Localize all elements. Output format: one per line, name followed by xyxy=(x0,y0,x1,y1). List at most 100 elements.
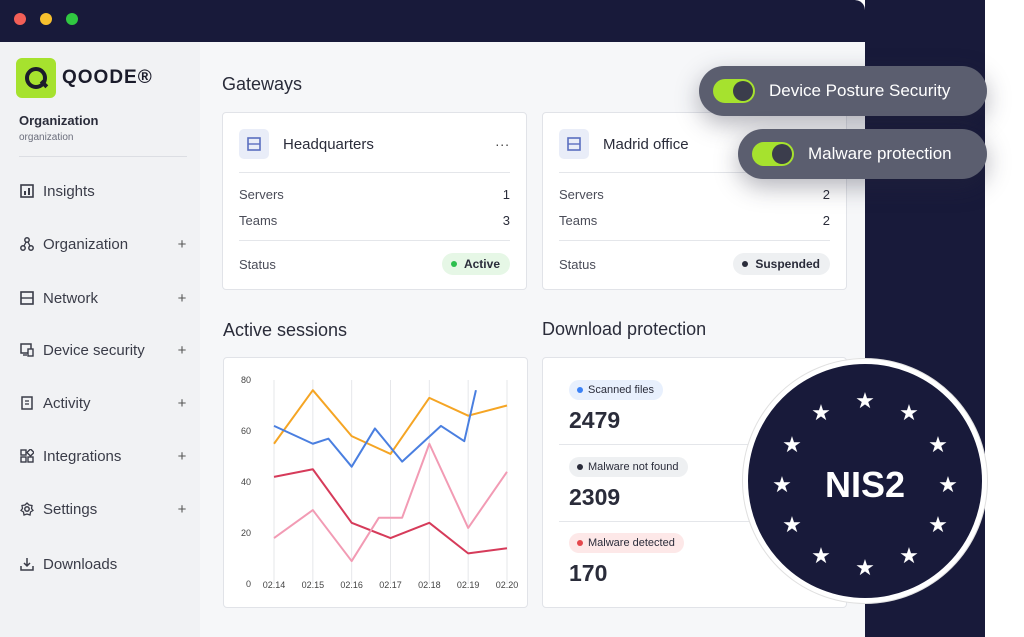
star-icon: ★ xyxy=(811,400,831,425)
expand-icon[interactable]: + xyxy=(177,394,187,412)
sidebar-item-settings[interactable]: Settings + xyxy=(19,496,189,522)
sidebar-item-label: Downloads xyxy=(43,555,118,573)
y-tick-label: 60 xyxy=(241,426,251,436)
star-icon: ★ xyxy=(811,543,831,568)
expand-icon[interactable]: + xyxy=(177,341,187,359)
q-logo-icon[interactable] xyxy=(16,58,56,98)
x-tick-label: 02.14 xyxy=(263,580,286,590)
toggle-switch[interactable] xyxy=(752,142,794,166)
toggle-malware-protection[interactable]: Malware protection xyxy=(738,129,987,179)
more-options-button[interactable]: ... xyxy=(495,133,510,149)
expand-icon[interactable]: + xyxy=(177,500,187,518)
y-tick-label: 80 xyxy=(241,375,251,385)
toggle-label: Malware protection xyxy=(808,144,952,163)
series-line-0 xyxy=(273,389,508,455)
nis2-badge: NIS2 ★ ★ ★ ★ ★ ★ ★ ★ ★ ★ ★ ★ xyxy=(743,359,987,603)
server-icon xyxy=(19,290,35,306)
divider xyxy=(239,240,510,241)
star-icon: ★ xyxy=(928,432,948,457)
servers-label: Servers xyxy=(239,187,284,202)
star-icon: ★ xyxy=(938,472,958,497)
teams-label: Teams xyxy=(239,213,278,228)
server-icon xyxy=(559,129,589,159)
document-icon xyxy=(19,395,35,411)
nis2-label: NIS2 xyxy=(824,464,906,505)
star-icon: ★ xyxy=(899,400,919,425)
sidebar-item-activity[interactable]: Activity + xyxy=(19,390,189,416)
backdrop-edge xyxy=(985,0,1024,637)
teams-count: 3 xyxy=(502,213,510,228)
divider xyxy=(559,521,830,522)
status-label: Status xyxy=(239,257,276,272)
teams-label: Teams xyxy=(559,213,598,228)
teams-count: 2 xyxy=(822,213,830,228)
section-title-sessions: Active sessions xyxy=(223,320,348,340)
malware-detected-badge: Malware detected xyxy=(569,533,684,553)
series-line-1 xyxy=(273,389,477,468)
sidebar-item-integrations[interactable]: Integrations + xyxy=(19,443,189,469)
sidebar-item-network[interactable]: Network + xyxy=(19,285,189,311)
chart-icon xyxy=(19,183,35,199)
sidebar-item-label: Integrations xyxy=(43,447,122,465)
divider xyxy=(239,172,510,173)
sidebar-item-label: Device security xyxy=(43,341,145,359)
status-label: Status xyxy=(559,257,596,272)
toggle-label: Device Posture Security xyxy=(769,81,951,100)
minimize-window-button[interactable] xyxy=(40,13,52,25)
star-icon: ★ xyxy=(928,512,948,537)
star-icon: ★ xyxy=(782,432,802,457)
servers-count: 1 xyxy=(502,187,510,202)
sidebar-item-insights[interactable]: Insights xyxy=(19,178,189,204)
y-tick-label: 0 xyxy=(246,579,251,589)
expand-icon[interactable]: + xyxy=(177,235,187,253)
gateway-card-headquarters[interactable]: Headquarters ... Servers 1 Teams 3 Statu… xyxy=(222,112,527,290)
x-tick-label: 02.17 xyxy=(379,580,402,590)
org-subtitle: organization xyxy=(19,132,74,143)
status-badge: Suspended xyxy=(733,253,830,275)
sidebar-item-label: Insights xyxy=(43,182,95,200)
sidebar-item-downloads[interactable]: Downloads xyxy=(19,551,189,577)
star-icon: ★ xyxy=(899,543,919,568)
server-icon xyxy=(239,129,269,159)
y-tick-label: 40 xyxy=(241,477,251,487)
nodes-icon xyxy=(19,236,35,252)
gateway-name: Madrid office xyxy=(603,136,689,153)
scanned-files-badge: Scanned files xyxy=(569,380,664,400)
gear-icon xyxy=(19,501,35,517)
x-tick-label: 02.18 xyxy=(418,580,441,590)
star-icon: ★ xyxy=(855,555,875,580)
malware-detected-count: 170 xyxy=(569,560,608,586)
active-sessions-chart: 02.14 02.15 02.16 02.17 02.18 02.19 02.20 0 20 40… xyxy=(241,375,519,590)
section-title-download: Download protection xyxy=(542,319,707,339)
maximize-window-button[interactable] xyxy=(66,13,78,25)
y-tick-label: 20 xyxy=(241,528,251,538)
servers-count: 2 xyxy=(822,187,830,202)
titlebar xyxy=(0,0,865,42)
active-sessions-chart-card: 02.14 02.15 02.16 02.17 02.18 02.19 02.20 0 20 40… xyxy=(223,357,528,608)
sidebar: QOODE® Organization organization Insight… xyxy=(0,42,200,637)
star-icon: ★ xyxy=(855,388,875,413)
star-icon: ★ xyxy=(772,472,792,497)
org-name[interactable]: Organization xyxy=(19,113,99,128)
divider xyxy=(559,240,830,241)
sidebar-divider xyxy=(19,156,187,157)
star-icon: ★ xyxy=(782,512,802,537)
brand-name: QOODE® xyxy=(62,67,153,88)
toggle-device-posture[interactable]: Device Posture Security xyxy=(699,66,987,116)
toggle-switch[interactable] xyxy=(713,79,755,103)
download-icon xyxy=(19,556,35,572)
malware-not-found-count: 2309 xyxy=(569,484,621,510)
divider xyxy=(559,444,830,445)
section-title-gateways: Gateways xyxy=(222,74,303,94)
series-line-2 xyxy=(273,468,508,555)
x-tick-label: 02.20 xyxy=(496,580,519,590)
expand-icon[interactable]: + xyxy=(177,289,187,307)
close-window-button[interactable] xyxy=(14,13,26,25)
sidebar-item-device-security[interactable]: Device security + xyxy=(19,337,189,363)
expand-icon[interactable]: + xyxy=(177,447,187,465)
gateway-name: Headquarters xyxy=(283,136,374,153)
device-icon xyxy=(19,342,35,358)
sidebar-item-organization[interactable]: Organization + xyxy=(19,231,189,257)
sidebar-item-label: Settings xyxy=(43,500,98,518)
